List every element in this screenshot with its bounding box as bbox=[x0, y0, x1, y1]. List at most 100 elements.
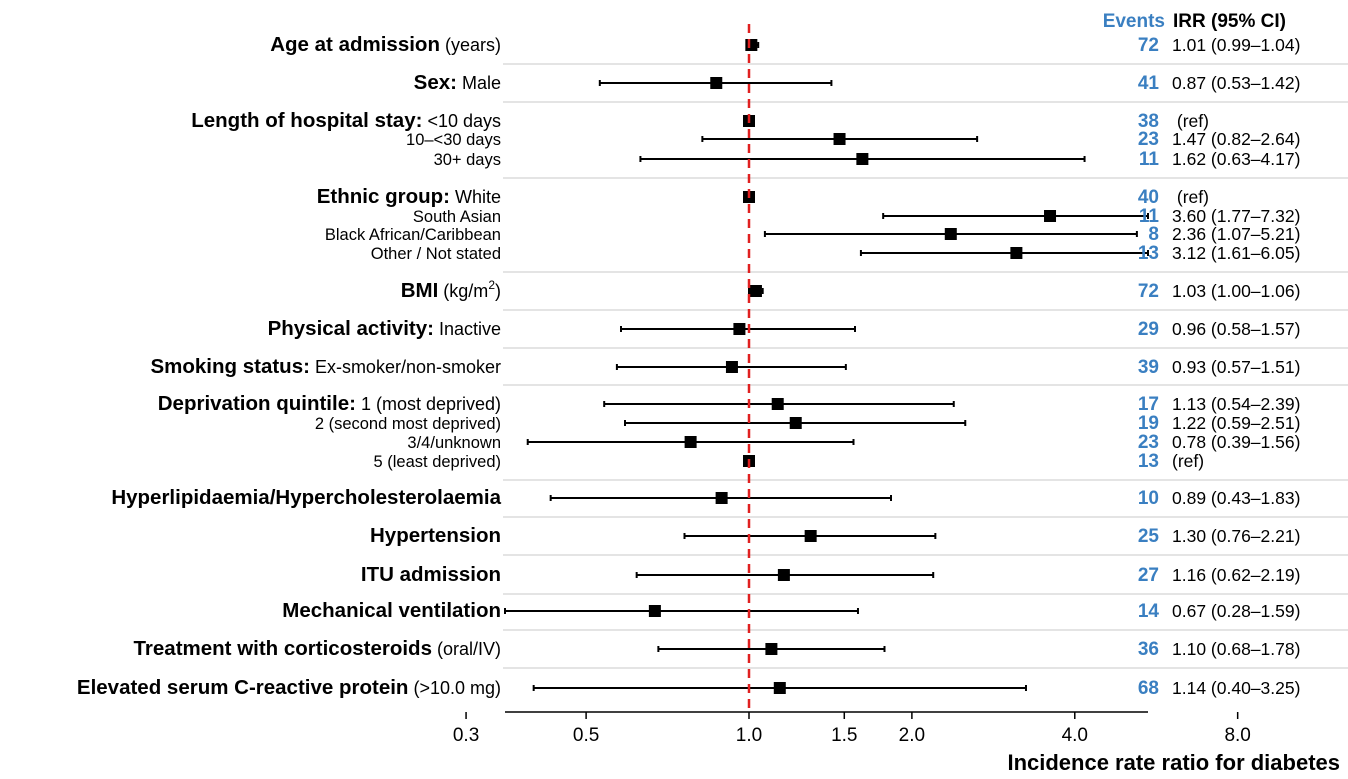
row-label: Black African/Caribbean bbox=[325, 226, 501, 244]
row-label: Sex: Male bbox=[414, 71, 501, 94]
x-tick-label: 1.5 bbox=[831, 725, 857, 746]
events-count: 39 bbox=[1138, 357, 1159, 378]
irr-value: 0.89 (0.43–1.83) bbox=[1172, 488, 1300, 508]
events-count: 23 bbox=[1138, 432, 1159, 453]
point-estimate bbox=[773, 682, 786, 694]
point-estimate bbox=[749, 285, 762, 297]
irr-value: 1.13 (0.54–2.39) bbox=[1172, 394, 1300, 414]
x-axis-label: Incidence rate ratio for diabetes bbox=[1007, 750, 1340, 775]
events-count: 11 bbox=[1139, 206, 1160, 227]
row-label: 3/4/unknown bbox=[407, 434, 501, 452]
events-count: 13 bbox=[1138, 451, 1159, 472]
row-label-main: Physical activity: bbox=[268, 317, 434, 340]
row-label: BMI (kg/m2) bbox=[401, 278, 501, 302]
row-label-detail: Other / Not stated bbox=[371, 245, 501, 263]
row-label-main: BMI bbox=[401, 279, 439, 302]
row-label-detail: 10–<30 days bbox=[406, 131, 501, 149]
row-label-main: Deprivation quintile: bbox=[158, 392, 356, 415]
row-label-detail: 5 (least deprived) bbox=[374, 453, 501, 471]
row-label-detail: South Asian bbox=[413, 208, 501, 226]
plot-marks bbox=[504, 39, 1149, 694]
row-label: Other / Not stated bbox=[371, 245, 501, 263]
irr-value: 1.16 (0.62–2.19) bbox=[1172, 565, 1300, 585]
row-label-detail: (years) bbox=[440, 35, 501, 55]
point-estimate bbox=[745, 39, 758, 51]
row-label: Smoking status: Ex-smoker/non-smoker bbox=[150, 355, 501, 378]
x-tick-label: 2.0 bbox=[899, 725, 925, 746]
events-count: 8 bbox=[1148, 224, 1159, 245]
point-estimate bbox=[1044, 210, 1057, 222]
row-separators bbox=[503, 63, 1348, 669]
row-label: South Asian bbox=[413, 208, 501, 226]
row-label-main: Hypertension bbox=[370, 524, 501, 547]
row-label-main: Age at admission bbox=[270, 33, 440, 56]
row-label: Length of hospital stay: <10 days bbox=[191, 109, 501, 132]
events-count: 27 bbox=[1138, 565, 1159, 586]
row-label-detail: (oral/IV) bbox=[432, 639, 501, 659]
row-label: 2 (second most deprived) bbox=[315, 415, 501, 433]
point-estimate bbox=[944, 228, 957, 240]
row-label-detail: 1 (most deprived) bbox=[356, 394, 501, 414]
point-estimate bbox=[789, 417, 802, 429]
row-label-detail: Inactive bbox=[434, 319, 501, 339]
point-estimate bbox=[725, 361, 738, 373]
right-columns: Events IRR (95% CI) 72 1.01 (0.99–1.04) 41… bbox=[1103, 11, 1301, 699]
row-label-superscript: 2 bbox=[488, 278, 495, 292]
events-count: 25 bbox=[1138, 526, 1160, 547]
x-tick-label: 8.0 bbox=[1224, 725, 1250, 746]
point-estimate bbox=[856, 153, 869, 165]
row-label-main: Treatment with corticosteroids bbox=[134, 637, 432, 660]
row-label: Ethnic group: White bbox=[317, 185, 501, 208]
x-tick-label: 0.3 bbox=[453, 725, 479, 746]
row-label: Deprivation quintile: 1 (most deprived) bbox=[158, 392, 501, 415]
row-label-detail: White bbox=[450, 187, 501, 207]
events-count: 38 bbox=[1138, 111, 1159, 132]
row-label: ITU admission bbox=[361, 563, 501, 586]
events-count: 14 bbox=[1138, 601, 1160, 622]
x-axis: Incidence rate ratio for diabetes 0.3 0.5… bbox=[453, 711, 1340, 775]
irr-value: (ref) bbox=[1172, 111, 1209, 131]
row-label-main: Length of hospital stay: bbox=[191, 109, 422, 132]
irr-value: 0.78 (0.39–1.56) bbox=[1172, 432, 1300, 452]
irr-value: 1.62 (0.63–4.17) bbox=[1172, 149, 1300, 169]
point-estimate bbox=[765, 643, 778, 655]
events-count: 68 bbox=[1138, 678, 1159, 699]
row-label-main: Hyperlipidaemia/Hypercholesterolaemia bbox=[111, 486, 501, 509]
row-label: Mechanical ventilation bbox=[282, 599, 501, 622]
events-count: 29 bbox=[1138, 319, 1159, 340]
irr-value: 1.30 (0.76–2.21) bbox=[1172, 526, 1300, 546]
row-label-main: Sex: bbox=[414, 71, 457, 94]
irr-header: IRR (95% CI) bbox=[1173, 11, 1286, 32]
point-estimate bbox=[771, 398, 784, 410]
events-count: 72 bbox=[1138, 281, 1159, 302]
x-tick-label: 0.5 bbox=[573, 725, 599, 746]
row-label-detail: (>10.0 mg) bbox=[408, 678, 501, 698]
row-label-detail: (kg/m bbox=[438, 281, 488, 301]
point-estimate bbox=[684, 436, 697, 448]
row-label: Physical activity: Inactive bbox=[268, 317, 501, 340]
events-count: 23 bbox=[1138, 129, 1159, 150]
row-label: Hyperlipidaemia/Hypercholesterolaemia bbox=[111, 486, 501, 509]
events-count: 41 bbox=[1138, 73, 1160, 94]
point-estimate bbox=[1010, 247, 1023, 259]
row-label-detail: 2 (second most deprived) bbox=[315, 415, 501, 433]
row-label-main: Smoking status: bbox=[150, 355, 309, 378]
irr-value: 1.03 (1.00–1.06) bbox=[1172, 281, 1300, 301]
events-count: 72 bbox=[1138, 35, 1159, 56]
events-count: 40 bbox=[1138, 187, 1159, 208]
x-tick-label: 1.0 bbox=[736, 725, 762, 746]
row-label-main: Ethnic group: bbox=[317, 185, 450, 208]
row-label-main: Elevated serum C-reactive protein bbox=[77, 676, 409, 699]
row-label: Age at admission (years) bbox=[270, 33, 501, 56]
irr-value: 3.60 (1.77–7.32) bbox=[1172, 206, 1300, 226]
irr-value: 0.96 (0.58–1.57) bbox=[1172, 319, 1300, 339]
point-estimate bbox=[710, 77, 723, 89]
events-count: 36 bbox=[1138, 639, 1159, 660]
irr-value: 1.01 (0.99–1.04) bbox=[1172, 35, 1300, 55]
row-label: Elevated serum C-reactive protein (>10.0… bbox=[77, 676, 501, 699]
row-label: 10–<30 days bbox=[406, 131, 501, 149]
point-estimate bbox=[777, 569, 790, 581]
events-count: 11 bbox=[1139, 149, 1160, 170]
point-estimate bbox=[648, 605, 661, 617]
row-label-detail: <10 days bbox=[422, 111, 501, 131]
